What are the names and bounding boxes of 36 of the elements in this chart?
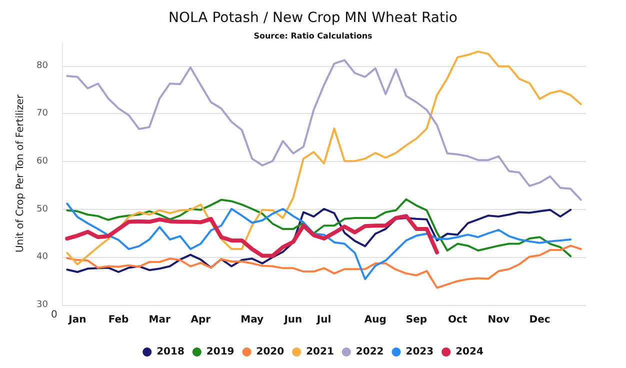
x-tick-label: Feb <box>108 314 129 326</box>
legend-label: 2018 <box>156 346 184 358</box>
y-tick-label: 30 <box>36 300 48 310</box>
y-tick-label: 80 <box>36 60 48 71</box>
x-tick-label: Jan <box>68 314 86 326</box>
legend-label: 2022 <box>356 346 384 358</box>
x-tick-label: Jul <box>316 314 332 326</box>
legend-label: 2021 <box>306 346 334 358</box>
legend-label: 2020 <box>256 346 284 358</box>
x-tick-label: Sep <box>406 314 428 326</box>
x-tick-label: Aug <box>364 314 386 326</box>
y-tick-label: 70 <box>36 108 48 119</box>
y-axis-title: Unit of Crop Per Ton of Fertilizer <box>15 94 26 253</box>
x-tick-label: Apr <box>190 314 211 326</box>
x-tick-label: Jun <box>283 314 302 326</box>
chart-subtitle: Source: Ratio Calculations <box>254 32 373 40</box>
line-series <box>66 59 582 201</box>
legend-label: 2019 <box>206 346 234 358</box>
x-tick-label: Oct <box>448 314 468 326</box>
y-tick-label: 60 <box>36 156 48 167</box>
line-series <box>65 214 440 258</box>
y-tick-label: 50 <box>36 204 48 214</box>
line-series <box>66 208 572 274</box>
y-tick-label: 40 <box>36 252 48 262</box>
text: 0 <box>51 310 58 320</box>
x-tick-label: Nov <box>488 314 510 326</box>
chart-title: NOLA Potash / New Crop MN Wheat Ratio <box>168 10 458 26</box>
x-tick-label: May <box>240 314 264 326</box>
line-series <box>66 50 582 266</box>
line-series <box>66 198 572 258</box>
line-series <box>66 244 582 289</box>
line-series <box>66 202 572 280</box>
x-tick-label: Mar <box>148 314 170 326</box>
x-tick-label: Dec <box>529 314 550 326</box>
legend-label: 2024 <box>456 346 484 358</box>
legend-label: 2023 <box>406 346 434 358</box>
